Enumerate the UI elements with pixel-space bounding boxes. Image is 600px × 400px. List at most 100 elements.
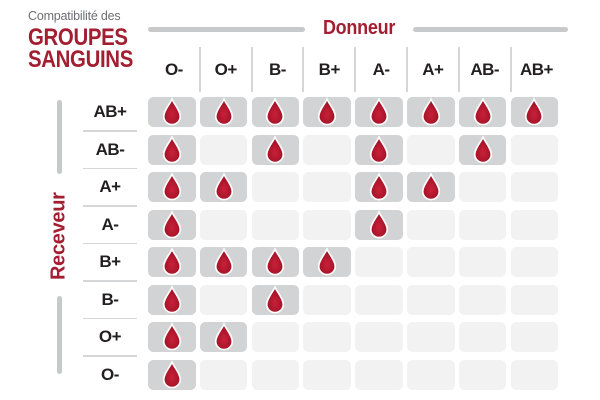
compatibility-cell-A--from-AB- [458, 209, 507, 240]
compatibility-cell-O+-from-A+ [407, 322, 455, 352]
column-separator [198, 47, 201, 92]
blood-drop-icon [162, 135, 181, 163]
blood-drop-icon [214, 247, 233, 276]
row-separator [83, 130, 137, 132]
blood-drop-icon [214, 97, 233, 126]
compatibility-cell-A--from-B+ [303, 209, 351, 240]
receiver-axis-label: Receveur [47, 192, 70, 280]
donor-column-header-O+: O+ [214, 59, 238, 79]
compatibility-cell-O+-from-AB- [458, 322, 507, 352]
compatibility-cell-B--from-B- [251, 284, 300, 315]
compatibility-cell-B--from-A- [355, 284, 403, 315]
blood-drop-icon [266, 247, 285, 276]
title-main: GROUPES SANGUINS [28, 24, 133, 72]
compatibility-cell-O--from-B+ [303, 359, 351, 390]
compatibility-cell-O+-from-B+ [303, 322, 351, 352]
compatibility-cell-B--from-AB+ [510, 284, 559, 315]
compatibility-cell-AB+-from-O+ [199, 97, 248, 127]
compatibility-cell-A--from-A- [355, 209, 403, 240]
compatibility-cell-AB--from-B+ [303, 134, 351, 165]
compatibility-cell-AB+-from-B+ [303, 97, 351, 127]
compatibility-cell-AB+-from-AB+ [510, 97, 559, 127]
receiver-row-label-AB+: AB+ [93, 102, 127, 121]
compatibility-cell-AB--from-O- [148, 134, 196, 165]
compatibility-cell-AB+-from-A+ [407, 97, 455, 127]
compatibility-cell-B+-from-A- [355, 247, 403, 277]
receiver-row-label-AB-: AB- [95, 139, 125, 159]
blood-drop-icon [369, 172, 389, 201]
blood-drop-icon [162, 285, 181, 313]
compatibility-cell-AB--from-AB- [458, 134, 507, 165]
compatibility-cell-O--from-O- [148, 359, 196, 390]
compatibility-grid [148, 97, 563, 390]
receiver-row-label-O-: O- [101, 364, 119, 384]
compatibility-cell-O--from-B- [251, 359, 300, 390]
donor-column-headers: O- O+ B- B+ A- A+ AB- AB+ [148, 47, 563, 92]
blood-drop-icon [162, 210, 181, 238]
compatibility-cell-B+-from-O+ [199, 247, 248, 277]
compatibility-cell-B--from-O+ [199, 284, 248, 315]
compatibility-cell-AB--from-A+ [407, 134, 455, 165]
row-separator [83, 280, 137, 282]
compatibility-cell-O+-from-B- [251, 322, 300, 352]
blood-drop-icon [214, 172, 233, 201]
row-separator [83, 167, 137, 169]
compatibility-cell-AB+-from-AB- [458, 97, 507, 127]
blood-drop-icon [266, 285, 285, 313]
compatibility-cell-B--from-B+ [303, 284, 351, 315]
column-separator [406, 47, 408, 92]
receiver-row-label-A+: A+ [99, 177, 121, 196]
compatibility-cell-AB--from-O+ [199, 134, 248, 165]
donor-column-header-A-: A- [372, 59, 390, 79]
blood-drop-icon [473, 135, 492, 163]
blood-drop-icon [214, 322, 233, 351]
row-separator [83, 242, 137, 244]
donor-axis-line-left [148, 27, 305, 32]
compatibility-cell-AB--from-AB+ [510, 134, 559, 165]
blood-drop-icon [421, 97, 440, 126]
compatibility-cell-O+-from-O- [148, 322, 196, 352]
compatibility-cell-A+-from-A- [355, 172, 403, 202]
receiver-row-label-B-: B- [101, 289, 119, 309]
compatibility-cell-O--from-O+ [199, 359, 248, 390]
title-line-1: GROUPES [28, 24, 128, 51]
receiver-row-label-B+: B+ [99, 252, 121, 271]
blood-drop-icon [525, 97, 544, 126]
blood-drop-icon [266, 97, 285, 126]
compatibility-cell-B--from-A+ [407, 284, 455, 315]
compatibility-cell-O--from-AB+ [510, 359, 559, 390]
blood-drop-icon [318, 97, 337, 126]
compatibility-cell-O+-from-A- [355, 322, 403, 352]
column-separator [354, 47, 357, 92]
column-separator [302, 47, 305, 92]
chart-title: Compatibilité des GROUPES SANGUINS [28, 9, 151, 72]
compatibility-cell-B--from-AB- [458, 284, 507, 315]
row-separator [83, 317, 137, 319]
blood-drop-icon [162, 360, 181, 388]
row-separator [83, 355, 137, 357]
compatibility-cell-A--from-O- [148, 209, 196, 240]
title-kicker: Compatibilité des [28, 9, 121, 23]
compatibility-cell-O--from-AB- [458, 359, 507, 390]
blood-drop-icon [369, 97, 389, 126]
compatibility-cell-A--from-A+ [407, 209, 455, 240]
compatibility-cell-A+-from-B+ [303, 172, 351, 202]
donor-column-header-B-: B- [269, 59, 286, 79]
compatibility-cell-A--from-O+ [199, 209, 248, 240]
compatibility-cell-B+-from-B- [251, 247, 300, 277]
compatibility-cell-B+-from-AB+ [510, 247, 559, 277]
receiver-row-label-O+: O+ [98, 327, 122, 346]
donor-column-header-AB-: AB- [470, 59, 500, 79]
blood-drop-icon [421, 172, 440, 201]
compatibility-cell-B+-from-O- [148, 247, 196, 277]
receiver-axis-line-top [56, 100, 62, 174]
blood-drop-icon [162, 97, 181, 126]
blood-drop-icon [318, 247, 337, 276]
compatibility-cell-A+-from-O- [148, 172, 196, 202]
compatibility-cell-AB+-from-B- [251, 97, 300, 127]
blood-drop-icon [473, 97, 492, 126]
compatibility-cell-B+-from-A+ [407, 247, 455, 277]
blood-drop-icon [369, 210, 389, 238]
blood-drop-icon [162, 172, 181, 201]
